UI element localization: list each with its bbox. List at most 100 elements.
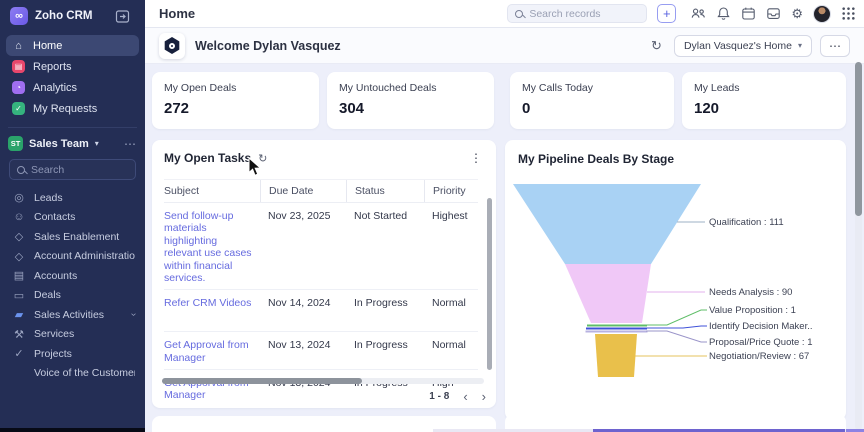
funnel-stage-qualification[interactable] [513,184,701,264]
sidebar-item-deals[interactable]: ▭ Deals [13,289,61,302]
team-more-icon[interactable]: ⋯ [124,136,137,151]
col-status: Status [346,180,424,202]
deals-icon: ▭ [13,289,25,302]
funnel-stage-value-proposition[interactable] [587,324,647,327]
app-grid-icon[interactable] [841,6,856,21]
sidebar-item-home[interactable]: ⌂ Home [6,35,139,56]
page-scrollbar-track[interactable] [855,64,862,430]
kpi-value: 304 [339,100,365,117]
task-status: In Progress [354,297,408,310]
team-badge: ST [8,136,23,151]
tasks-vertical-scrollbar[interactable] [487,198,492,370]
progress-segment [593,429,845,432]
my-requests-icon: ✓ [12,102,25,115]
page-next-icon[interactable]: › [481,389,486,404]
sidebar-item-services[interactable]: ⚒ Services [0,325,145,345]
sidebar-item-projects[interactable]: ✓ Projects [0,344,145,364]
video-progress-bar [433,429,864,432]
funnel-stage-negotiation-review[interactable] [595,334,637,377]
page-previous-icon[interactable]: ‹ [463,389,468,404]
sidebar-item-voice-of-the-customer[interactable]: Voice of the Customer [34,367,135,380]
leader-line [646,330,707,343]
sidebar-item-my-requests[interactable]: ✓ My Requests [6,98,139,119]
table-row: Send follow-up materials highlighting re… [164,203,478,291]
sidebar-item-accounts[interactable]: ▤ Accounts [13,269,78,283]
col-priority: Priority [424,180,476,202]
hexagon-logo-icon [164,37,180,54]
home-icon: ⌂ [15,39,22,52]
task-subject-link[interactable]: Get Approval from Manager [164,339,249,364]
zoho-logo-icon: ∞ [10,7,28,25]
brand-name: Zoho CRM [35,10,93,22]
refresh-icon[interactable]: ↻ [258,152,268,165]
caret-down-icon: ▾ [797,41,802,50]
accounts-icon: ▤ [13,270,25,283]
funnel-stage-needs-analysis[interactable] [565,264,651,323]
sidebar-search[interactable] [9,159,136,180]
funnel-stage-proposal-price-quote[interactable] [585,330,648,333]
settings-gear-icon[interactable]: ⚙ [791,5,803,21]
global-search-input[interactable] [529,7,630,20]
module-list: ◎ Leads ☺ Contacts ◇ Sales Enablement ◇ Acco… [0,188,145,383]
projects-icon: ✓ [14,348,24,361]
task-due-date: Nov 14, 2024 [268,297,331,310]
table-row: Refer CRM Videos Nov 14, 2024 In Progres… [164,290,478,333]
quick-create-button[interactable]: + [657,4,677,23]
pagination-range: 1 - 8 [429,391,450,402]
kpi-card-my-leads[interactable]: My Leads 120 [682,72,846,129]
kpi-label: My Leads [694,82,740,94]
task-priority: Normal [432,297,466,310]
notifications-bell-icon[interactable] [716,6,731,21]
kebab-menu-icon[interactable]: ⋮ [470,151,482,165]
dashboard-more-button[interactable]: ⋯ [820,34,850,57]
global-search[interactable] [507,4,648,23]
nav-label: Home [33,39,63,52]
kpi-value: 120 [694,100,720,117]
account-administration-icon: ◇ [14,250,24,263]
page-scrollbar-thumb[interactable] [855,62,862,216]
kpi-card-my-calls-today[interactable]: My Calls Today 0 [510,72,674,129]
folder-icon: ▰ [14,309,24,322]
task-subject-link[interactable]: Send follow-up materials highlighting re… [164,210,252,284]
leader-line [646,309,707,326]
sidebar-item-contacts[interactable]: ☺ Contacts [13,211,76,224]
funnel-label-proposal-price-quote: Proposal/Price Quote : 1 [709,337,813,348]
collapse-sidebar-icon[interactable] [115,9,130,24]
sidebar-item-analytics[interactable]: ◔ Analytics [6,77,139,98]
reports-icon: ▤ [12,60,25,73]
sidebar-item-leads[interactable]: ◎ Leads [0,188,145,208]
task-subject-link[interactable]: Get Apporval from Manager [164,377,249,402]
funnel-label-negotiation-review: Negotiation/Review : 67 [709,351,809,362]
kpi-card-my-untouched-deals[interactable]: My Untouched Deals 304 [327,72,494,129]
welcome-banner: Welcome Dylan Vasquez ↻ Dylan Vasquez's … [145,28,864,64]
inbox-tray-icon[interactable] [766,6,781,21]
sidebar-item-sales-activities[interactable]: ▰ Sales Activities › [0,305,145,325]
sidebar-item-sales-enablement[interactable]: ◇ Sales Enablement [0,227,145,247]
user-search-icon[interactable] [691,6,706,21]
task-priority: Normal [432,339,466,352]
welcome-title: Welcome Dylan Vasquez [195,38,341,53]
funnel-label-needs-analysis: Needs Analysis : 90 [709,287,792,298]
team-name: Sales Team [29,137,89,150]
funnel-label-identify-decision-maker: Identify Decision Maker.. [709,321,813,332]
sidebar-item-account-administration[interactable]: ◇ Account Administration [0,247,145,267]
sidebar-search-input[interactable] [31,163,121,176]
task-status: Not Started [354,210,408,222]
sidebar-item-reports[interactable]: ▤ Reports [6,56,139,77]
dashboard-selector-dropdown[interactable]: Dylan Vasquez's Home ▾ [673,34,812,57]
tasks-horizontal-scrollbar-track[interactable] [162,378,484,384]
calendar-icon[interactable] [741,6,756,21]
tasks-horizontal-scrollbar-thumb[interactable] [162,378,362,384]
tasks-table-header: Subject Due Date Status Priority [164,179,478,203]
search-icon [17,165,25,174]
funnel-stage-identify-decision-maker[interactable] [586,327,647,330]
team-selector[interactable]: ST Sales Team ▾ ⋯ [8,127,137,151]
sidebar-header: ∞ Zoho CRM [0,0,145,31]
nav-label: Reports [33,60,72,73]
task-subject-link[interactable]: Refer CRM Videos [164,297,252,310]
table-row: Get Approval from Manager Nov 13, 2024 I… [164,332,478,370]
kpi-card-my-open-deals[interactable]: My Open Deals 272 [152,72,319,129]
user-avatar[interactable] [813,4,831,23]
refresh-icon[interactable]: ↻ [651,37,662,53]
plus-icon: + [663,6,671,21]
